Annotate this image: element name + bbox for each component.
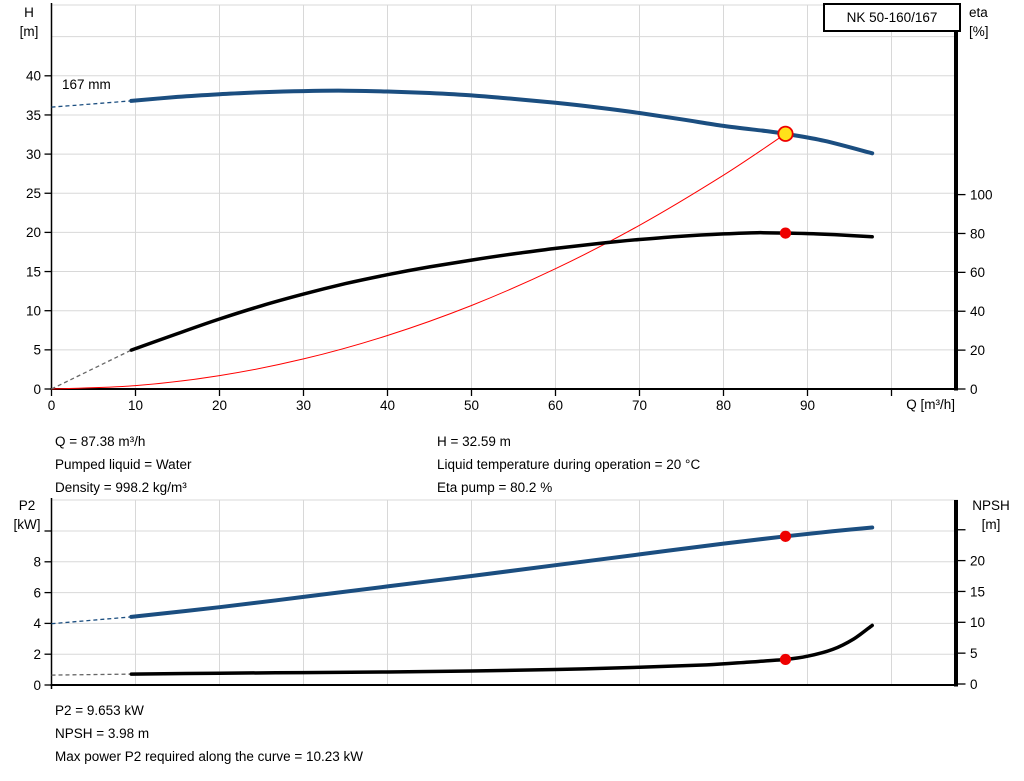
svg-text:0: 0 <box>970 677 978 692</box>
duty-info-left: Q = 87.38 m³/h Pumped liquid = Water Den… <box>55 430 191 499</box>
svg-text:15: 15 <box>26 264 41 279</box>
duty-point-p2 <box>779 530 792 542</box>
duty-info-right: H = 32.59 m Liquid temperature during op… <box>437 430 700 499</box>
tick-marks <box>44 75 966 396</box>
svg-text:4: 4 <box>33 616 41 631</box>
svg-text:5: 5 <box>33 343 41 358</box>
h-axis-title-unit: [m] <box>19 24 39 39</box>
eta-axis-title-symbol: eta <box>969 5 988 20</box>
svg-text:0: 0 <box>33 382 41 397</box>
svg-text:8: 8 <box>33 555 41 570</box>
h-axis-title-symbol: H <box>24 5 34 20</box>
info-density: Density = 998.2 kg/m³ <box>55 480 187 495</box>
p2-axis-title: P2 [kW] <box>7 496 47 534</box>
svg-text:20: 20 <box>970 553 985 568</box>
info-pumped-liquid: Pumped liquid = Water <box>55 457 192 472</box>
svg-text:25: 25 <box>26 186 41 201</box>
svg-text:40: 40 <box>26 69 41 84</box>
tick-labels: 0 5 10 15 20 25 30 35 40 0 20 40 60 80 100 0 10 20 30 40 50 6… <box>26 69 993 413</box>
info-eta-pump: Eta pump = 80.2 % <box>437 480 553 495</box>
svg-text:0: 0 <box>970 382 978 397</box>
head-curve-167mm <box>129 88 875 156</box>
svg-text:10: 10 <box>26 304 41 319</box>
info-liquid-temperature: Liquid temperature during operation = 20… <box>437 457 701 472</box>
p2-curve <box>129 525 875 619</box>
npsh-axis-title-unit: [m] <box>981 517 1001 532</box>
svg-text:0: 0 <box>48 398 56 413</box>
svg-text:5: 5 <box>970 646 978 661</box>
svg-text:70: 70 <box>632 398 647 413</box>
svg-text:6: 6 <box>33 585 41 600</box>
svg-text:80: 80 <box>970 226 985 241</box>
svg-text:90: 90 <box>800 398 815 413</box>
svg-text:2: 2 <box>33 647 41 662</box>
impeller-diameter-label: 167 mm <box>62 77 111 92</box>
npsh-curve <box>129 623 874 676</box>
tick-marks <box>44 529 966 686</box>
tick-labels: 0 2 4 6 8 0 5 10 15 20 <box>33 553 985 692</box>
info-head: H = 32.59 m <box>437 434 511 449</box>
svg-text:20: 20 <box>212 398 227 413</box>
npsh-axis-title-symbol: NPSH <box>972 498 1010 513</box>
power-info: P2 = 9.653 kW NPSH = 3.98 m Max power P2… <box>55 699 363 768</box>
gridlines <box>51 499 958 685</box>
svg-text:30: 30 <box>26 147 41 162</box>
q-axis-title: Q [m³/h] <box>906 397 955 412</box>
svg-text:60: 60 <box>548 398 563 413</box>
npsh-axis-title: NPSH [m] <box>963 496 1019 534</box>
svg-text:35: 35 <box>26 108 41 123</box>
svg-text:100: 100 <box>970 187 993 202</box>
svg-text:30: 30 <box>296 398 311 413</box>
svg-text:80: 80 <box>716 398 731 413</box>
info-npsh: NPSH = 3.98 m <box>55 726 150 741</box>
svg-text:15: 15 <box>970 584 985 599</box>
svg-text:20: 20 <box>970 343 985 358</box>
pump-model-badge: NK 50-160/167 <box>823 3 961 32</box>
p2-npsh-chart: 0 2 4 6 8 0 5 10 15 20 <box>33 498 985 693</box>
svg-text:10: 10 <box>970 615 985 630</box>
p2-curve-dashed-lead <box>51 616 132 625</box>
eta-axis-title-unit: [%] <box>969 24 989 39</box>
hq-eta-chart: 0 5 10 15 20 25 30 35 40 0 20 40 60 80 100 0 10 20 30 40 50 6… <box>26 3 993 413</box>
svg-text:0: 0 <box>33 678 41 693</box>
svg-text:60: 60 <box>970 265 985 280</box>
duty-point-npsh <box>779 653 792 666</box>
eta-axis-title: eta [%] <box>969 3 989 41</box>
duty-point-head <box>777 125 794 142</box>
svg-text:10: 10 <box>128 398 143 413</box>
p2-axis-title-symbol: P2 <box>18 498 36 513</box>
info-p2: P2 = 9.653 kW <box>55 703 144 718</box>
p2-axis-title-unit: [kW] <box>13 517 41 532</box>
svg-text:40: 40 <box>970 304 985 319</box>
head-curve-167mm-dashed-lead <box>51 100 132 108</box>
h-axis-title: H [m] <box>9 3 49 41</box>
info-flow: Q = 87.38 m³/h <box>55 434 146 449</box>
efficiency-curve <box>129 230 874 352</box>
info-max-power: Max power P2 required along the curve = … <box>55 749 364 764</box>
svg-text:40: 40 <box>380 398 395 413</box>
svg-text:20: 20 <box>26 225 41 240</box>
npsh-curve-dashed-lead <box>51 673 132 676</box>
svg-text:50: 50 <box>464 398 479 413</box>
duty-point-eta <box>779 227 792 239</box>
system-curve <box>51 133 786 390</box>
efficiency-curve-dashed-lead <box>51 349 132 390</box>
